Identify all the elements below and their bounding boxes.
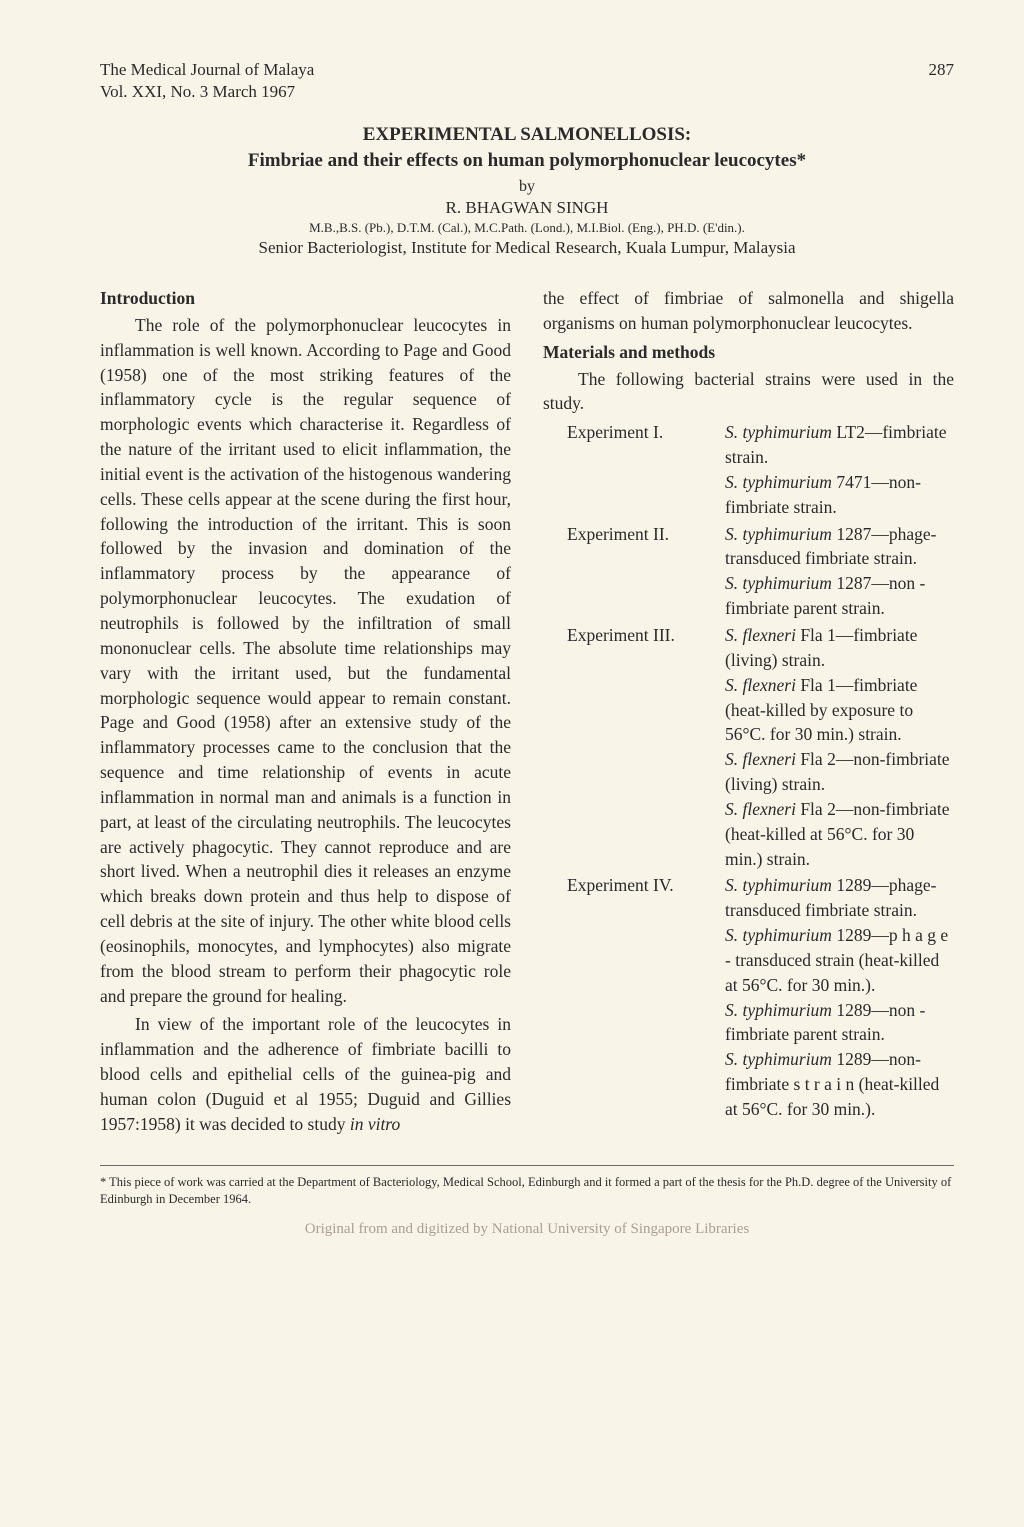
strain-name: S. typhimurium — [725, 472, 832, 492]
experiment-3-row: Experiment III. S. flexneri Fla 1—fimbri… — [543, 623, 954, 871]
running-header: The Medical Journal of Malaya 287 — [100, 60, 954, 80]
experiment-2-label: Experiment II. — [543, 522, 725, 621]
strain-name: S. flexneri — [725, 749, 796, 769]
intro-paragraph-2-text: In view of the important role of the leu… — [100, 1014, 511, 1133]
strain-name: S. flexneri — [725, 799, 796, 819]
article-subtitle: Fimbriae and their effects on human poly… — [100, 150, 954, 172]
page-number: 287 — [929, 60, 955, 80]
intro-continuation: the effect of fimbriae of salmonella and… — [543, 286, 954, 336]
digitized-notice: Original from and digitized by National … — [100, 1221, 954, 1238]
strain-name: S. typhimurium — [725, 573, 832, 593]
footnote-text: * This piece of work was carried at the … — [100, 1174, 954, 1208]
experiment-1-label: Experiment I. — [543, 420, 725, 519]
section-heading-introduction: Introduction — [100, 286, 511, 311]
intro-paragraph-2: In view of the important role of the leu… — [100, 1012, 511, 1136]
two-column-body: Introduction The role of the polymorphon… — [100, 286, 954, 1141]
left-column: Introduction The role of the polymorphon… — [100, 286, 511, 1141]
experiment-3-label: Experiment III. — [543, 623, 725, 871]
section-heading-materials: Materials and methods — [543, 340, 954, 365]
experiment-4-label: Experiment IV. — [543, 873, 725, 1121]
article-title-main: EXPERIMENTAL SALMONELLOSIS: — [100, 124, 954, 146]
byline: by — [100, 178, 954, 196]
author-name: R. BHAGWAN SINGH — [100, 198, 954, 218]
issue-line: Vol. XXI, No. 3 March 1967 — [100, 82, 954, 102]
experiment-2-row: Experiment II. S. typhimurium 1287—phage… — [543, 522, 954, 621]
right-column: the effect of fimbriae of salmonella and… — [543, 286, 954, 1141]
in-vitro-italic: in vitro — [350, 1114, 400, 1134]
strain-name: S. typhimurium — [725, 524, 832, 544]
journal-name: The Medical Journal of Malaya — [100, 60, 314, 80]
experiment-2-content: S. typhimurium 1287—phage-transduced fim… — [725, 522, 954, 621]
experiment-4-content: S. typhimurium 1289—phage-transduced fim… — [725, 873, 954, 1121]
strain-name: S. flexneri — [725, 675, 796, 695]
page-container: The Medical Journal of Malaya 287 Vol. X… — [0, 0, 1024, 1527]
strain-name: S. typhimurium — [725, 1049, 832, 1069]
experiment-4-row: Experiment IV. S. typhimurium 1289—phage… — [543, 873, 954, 1121]
intro-paragraph-1: The role of the polymorphonuclear leucoc… — [100, 313, 511, 1009]
strain-name: S. flexneri — [725, 625, 796, 645]
strain-name: S. typhimurium — [725, 422, 832, 442]
strain-name: S. typhimurium — [725, 1000, 832, 1020]
strain-name: S. typhimurium — [725, 875, 832, 895]
experiment-1-row: Experiment I. S. typhimurium LT2—fimbria… — [543, 420, 954, 519]
footnote-rule — [100, 1165, 954, 1166]
materials-intro: The following bacterial strains were use… — [543, 367, 954, 417]
author-affiliation: Senior Bacteriologist, Institute for Med… — [100, 238, 954, 258]
strain-name: S. typhimurium — [725, 925, 832, 945]
author-credentials: M.B.,B.S. (Pb.), D.T.M. (Cal.), M.C.Path… — [100, 220, 954, 236]
experiment-1-content: S. typhimurium LT2—fimbriate strain. S. … — [725, 420, 954, 519]
experiment-3-content: S. flexneri Fla 1—fimbriate (living) str… — [725, 623, 954, 871]
